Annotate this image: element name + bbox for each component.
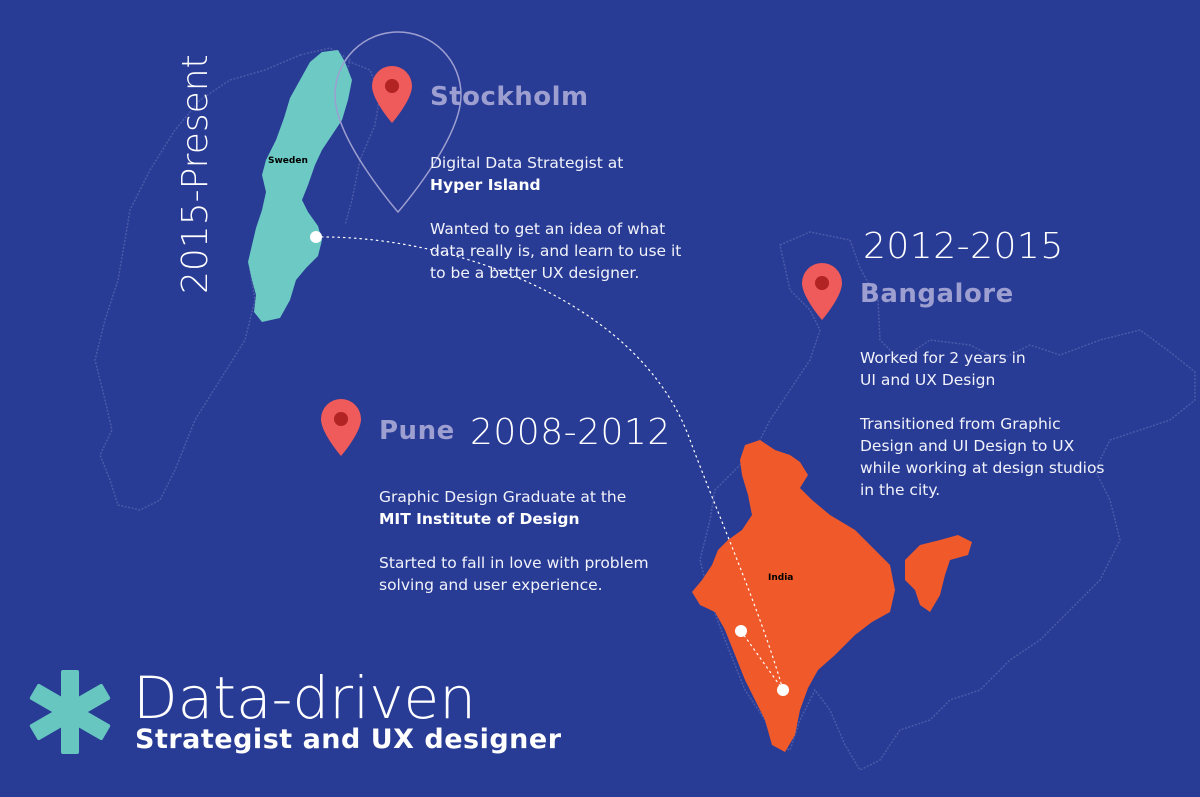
india-shape [692,440,895,752]
pune-org: MIT Institute of Design [379,510,580,528]
stockholm-org: Hyper Island [430,176,541,194]
journey-path [315,236,784,691]
pune-period: 2008-2012 [470,412,671,453]
northeast-india-shape [905,535,972,612]
asia-outline [699,231,1196,771]
bangalore-pin-icon [802,263,842,320]
stockholm-pin-icon [372,66,412,123]
bangalore-line: UI and UX Design [860,371,996,389]
bangalore-line: Design and UI Design to UX [860,437,1075,455]
stockholm-description: Digital Data Strategist at Hyper Island … [430,152,730,284]
subtitle: Strategist and UX designer [135,724,562,755]
bangalore-line: in the city. [860,481,941,499]
sweden-shape [248,50,352,322]
sweden-label: Sweden [268,156,308,166]
pune-description: Graphic Design Graduate at the MIT Insti… [379,486,699,596]
bangalore-line: Transitioned from Graphic [860,415,1061,433]
bangalore-marker [777,684,789,696]
pune-marker [735,625,747,637]
pin-outline-icon [334,31,462,214]
pune-city: Pune [379,416,455,446]
bangalore-line: Worked for 2 years in [860,349,1026,367]
pune-note-line: Started to fall in love with problem [379,554,649,572]
bangalore-line: while working at design studios [860,459,1105,477]
stockholm-note-line: Wanted to get an idea of what [430,220,666,238]
stockholm-city: Stockholm [430,82,589,112]
bangalore-city: Bangalore [860,279,1014,309]
pune-note-line: solving and user experience. [379,576,603,594]
bangalore-description: Worked for 2 years in UI and UX Design T… [860,347,1160,501]
stockholm-marker [310,231,322,243]
asterisk-icon [29,670,111,754]
pune-role: Graphic Design Graduate at the [379,488,627,506]
stockholm-note-line: to be a better UX designer. [430,264,640,282]
stockholm-note-line: data really is, and learn to use it [430,242,682,260]
stockholm-role: Digital Data Strategist at [430,154,624,172]
headline: Data-driven [133,664,476,732]
pune-pin-icon [321,399,361,456]
stockholm-period: 2015-Present [175,54,216,294]
bangalore-period: 2012-2015 [863,226,1064,267]
india-label: India [768,573,793,583]
